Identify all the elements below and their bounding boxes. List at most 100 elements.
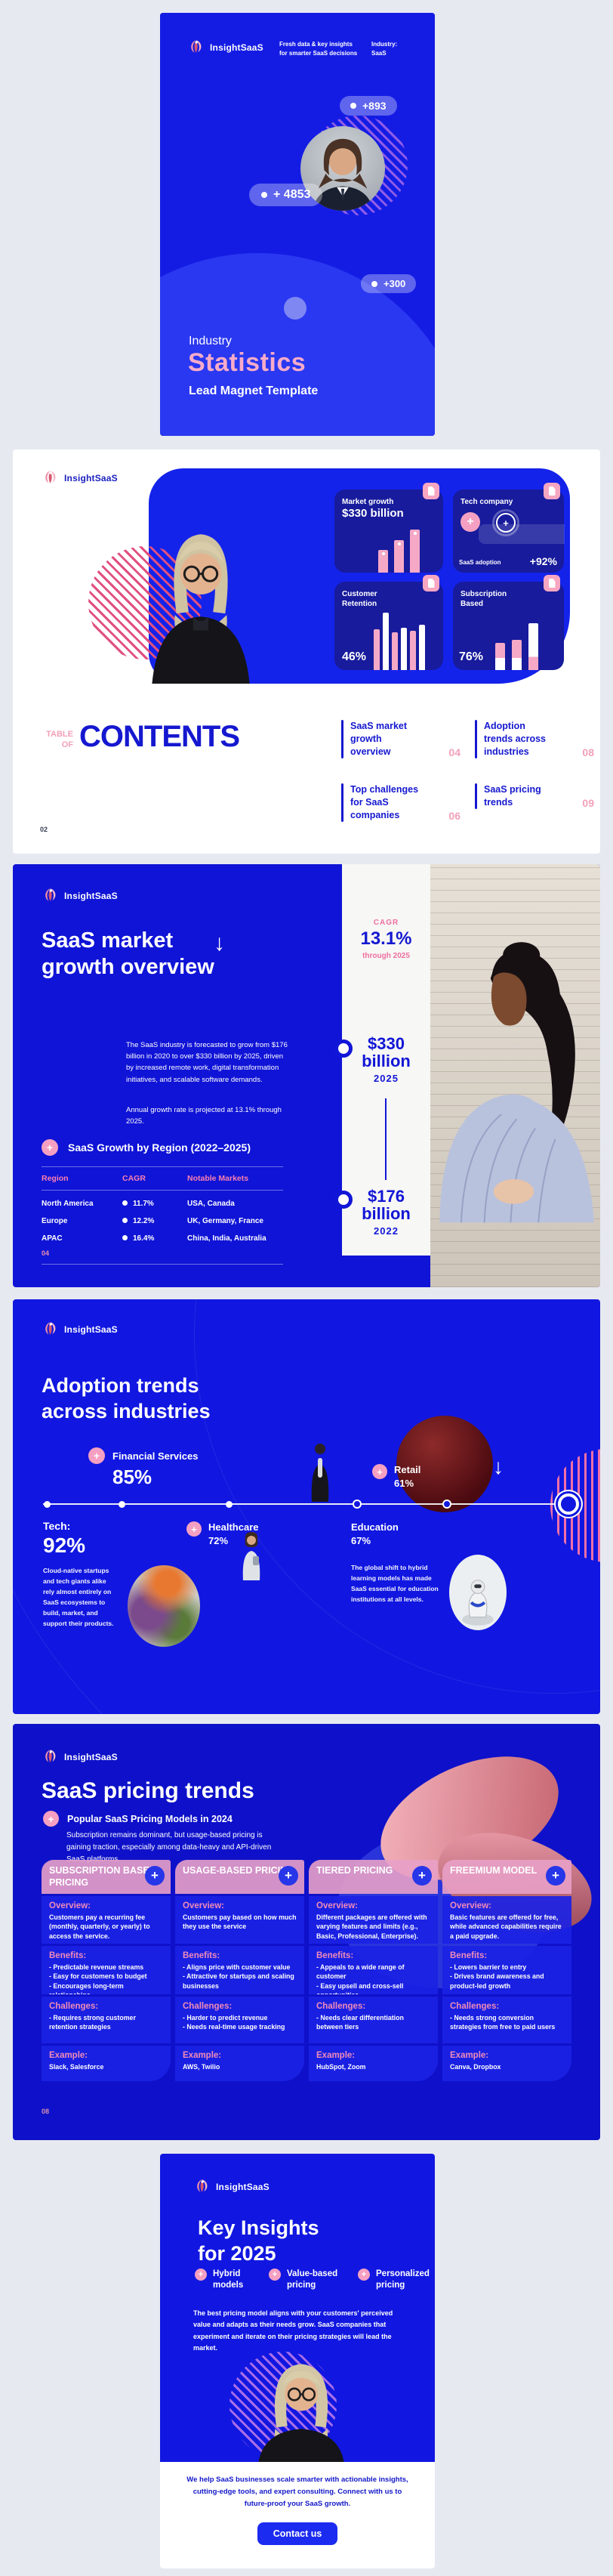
- page-number: 02: [40, 826, 48, 833]
- retail-label: Retail: [394, 1464, 421, 1475]
- insight-item-personalized: + Personalized pricing: [358, 2269, 435, 2291]
- milestone-marker: [334, 1039, 353, 1058]
- milestone-year: 2025: [374, 1073, 399, 1085]
- industry-label: Industry:: [371, 41, 398, 48]
- brand-logo: InsightSaaS: [187, 39, 263, 56]
- education-description: The global shift to hybrid learning mode…: [351, 1564, 439, 1604]
- plus-icon: +: [412, 1866, 432, 1886]
- pricing-subtitle: Popular SaaS Pricing Models in 2024: [67, 1813, 233, 1824]
- plus-icon: +: [358, 2269, 370, 2281]
- brand-name: InsightSaaS: [64, 472, 118, 483]
- toc-title: CONTENTS: [79, 720, 240, 753]
- milestone-column: [342, 864, 430, 1256]
- healthcare-value: 72%: [208, 1535, 229, 1546]
- timeline-dot: [353, 1500, 362, 1509]
- toc-item-growth[interactable]: SaaS market growth overview 04: [341, 720, 461, 758]
- arrow-down-icon: ↓: [493, 1455, 504, 1478]
- contact-us-button[interactable]: Contact us: [257, 2522, 337, 2545]
- region-growth-table: Region CAGR Notable Markets North Americ…: [42, 1166, 283, 1265]
- insight-item-hybrid: + Hybrid models: [195, 2269, 252, 2291]
- stat-card-customer-retention: Customer Retention 46%: [334, 575, 443, 670]
- mini-stacked-bars: [495, 623, 538, 670]
- healthcare-label: Healthcare: [208, 1521, 259, 1533]
- pricing-column-subscription: SUBSCRIPTION BASED PRICING + Overview: Cus…: [42, 1860, 171, 2081]
- toc-page-number: 08: [582, 746, 594, 758]
- plus-icon: +: [88, 1447, 105, 1464]
- plus-icon: +: [43, 1811, 59, 1827]
- timeline: [43, 1503, 571, 1505]
- education-value: 67%: [351, 1535, 371, 1546]
- stat-card-market-growth: Market growth $330 billion: [334, 483, 443, 573]
- milestone-year: 2022: [374, 1225, 399, 1237]
- financial-label: Financial Services: [112, 1450, 199, 1462]
- small-person-photo: [306, 1441, 334, 1502]
- timeline-end-node: [558, 1493, 579, 1515]
- logo-mark-icon: [45, 471, 56, 483]
- pricing-column-tiered: TIERED PRICING + Overview: Different packa…: [309, 1860, 438, 2081]
- plus-icon: +: [461, 512, 480, 532]
- badge-dot: [261, 192, 267, 198]
- adoption-title-line1: Adoption trends: [42, 1374, 199, 1397]
- growth-portrait-photo: [430, 864, 600, 1287]
- retail-value: 61%: [394, 1478, 414, 1489]
- table-title: SaaS Growth by Region (2022–2025): [68, 1141, 251, 1154]
- logo-mark-icon: [45, 1750, 56, 1762]
- toc-item-challenges[interactable]: Top challenges for SaaS companies 06: [341, 783, 461, 822]
- table-row: Europe 12.2% UK, Germany, France: [42, 1217, 263, 1225]
- growth-slide: InsightSaaS SaaS market growth overview …: [13, 864, 600, 1287]
- card-value: +92%: [529, 555, 557, 567]
- stat-badge-4853: + 4853: [249, 184, 323, 206]
- cover-title-main: Statistics: [188, 348, 306, 377]
- brand-name: InsightSaaS: [216, 2181, 270, 2192]
- milestone-connector: [385, 1098, 387, 1180]
- document-icon: [544, 575, 560, 591]
- pricing-column-freemium: FREEMIUM MODEL + Overview: Basic features …: [442, 1860, 571, 2081]
- toc-page-number: 04: [448, 746, 461, 758]
- adoption-slide: InsightSaaS Adoption trends across indus…: [13, 1299, 600, 1714]
- adoption-bar: [479, 524, 565, 544]
- logo-mark-icon: [45, 1322, 56, 1335]
- toc-kicker-line2: OF: [61, 740, 73, 750]
- pricing-description: Subscription remains dominant, but usage…: [66, 1831, 272, 1864]
- cover-portrait-photo: [300, 126, 385, 211]
- brand-name: InsightSaaS: [64, 890, 118, 901]
- timeline-dot: [226, 1500, 233, 1508]
- card-value: 76%: [459, 650, 484, 663]
- document-icon: [423, 483, 439, 499]
- toc-item-bar: [341, 720, 343, 758]
- contents-slide: InsightSaaS Market growth $330 bi: [13, 449, 600, 854]
- toc-item-bar: [341, 783, 343, 822]
- toc-item-bar: [475, 783, 477, 809]
- plus-icon: +: [195, 2269, 207, 2281]
- industry-value: SaaS: [371, 50, 387, 57]
- milestone-value: $330 billion: [362, 1034, 411, 1071]
- brand-logo: InsightSaaS: [42, 469, 118, 486]
- stat-card-tech-company: Tech company + + SaaS adoption +92%: [453, 483, 565, 573]
- abstract-photo-blob: [128, 1565, 200, 1647]
- column-header: Notable Markets: [187, 1174, 249, 1183]
- education-label: Education: [351, 1521, 399, 1533]
- plus-icon: +: [372, 1464, 387, 1479]
- cover-title-sub: Lead Magnet Template: [189, 385, 319, 397]
- column-header: CAGR: [122, 1174, 146, 1183]
- plus-icon: +: [269, 2269, 281, 2281]
- table-row: North America 11.7% USA, Canada: [42, 1200, 235, 1208]
- toc-item-bar: [475, 720, 477, 758]
- mini-bar-chart: [374, 613, 425, 670]
- brand-name: InsightSaaS: [210, 42, 263, 53]
- cagr-label: CAGR: [373, 919, 399, 927]
- card-value: 46%: [342, 650, 367, 663]
- stat-badge-300: +300: [361, 274, 417, 293]
- table-row: APAC 16.4% China, India, Australia: [42, 1234, 266, 1243]
- stat-badge-893: +893: [340, 96, 397, 116]
- column-header: Region: [42, 1174, 69, 1183]
- toc-item-pricing[interactable]: SaaS pricing trends 09: [475, 783, 594, 809]
- footer-text: We help SaaS businesses scale smarter wi…: [186, 2476, 408, 2509]
- toc-item-adoption[interactable]: Adoption trends across industries 08: [475, 720, 594, 758]
- growth-title-line2: growth overview: [42, 954, 214, 979]
- page-number: 04: [42, 1249, 50, 1257]
- plus-icon: +: [186, 1521, 202, 1537]
- milestone-value: $176 billion: [362, 1187, 411, 1224]
- growth-paragraph-2: Annual growth rate is projected at 13.1%…: [126, 1106, 282, 1126]
- pricing-slide: InsightSaaS SaaS pricing trends + Popula…: [13, 1724, 600, 2140]
